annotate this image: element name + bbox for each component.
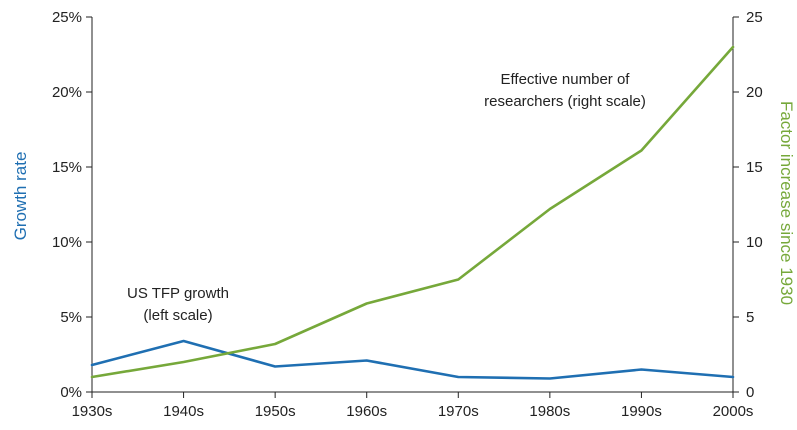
- right-y-tick-label: 0: [746, 384, 754, 401]
- left-y-tick-label: 15%: [52, 159, 82, 176]
- right-y-tick-label: 25: [746, 9, 763, 26]
- right-y-tick-label: 20: [746, 84, 763, 101]
- x-tick-label: 1980s: [529, 403, 570, 420]
- axes: [91, 17, 734, 393]
- x-tick-label: 1990s: [621, 403, 662, 420]
- right-axis-title: Factor increase since 1930: [777, 101, 796, 305]
- left-y-tick-label: 20%: [52, 84, 82, 101]
- right-y-tick-label: 15: [746, 159, 763, 176]
- x-tick-label: 1970s: [438, 403, 479, 420]
- right-y-tick-label: 5: [746, 309, 754, 326]
- x-tick-label: 2000s: [713, 403, 754, 420]
- tick-labels: 0% 5% 10% 15% 20% 25% 0 5 10 15 20 25 1930s 1940s 1950…: [52, 9, 763, 420]
- right-y-tick-label: 10: [746, 234, 763, 251]
- annotation-tfp-line1: US TFP growth: [127, 285, 229, 302]
- left-y-tick-label: 5%: [60, 309, 82, 326]
- annotation-tfp-line2: (left scale): [143, 307, 212, 324]
- left-y-tick-label: 25%: [52, 9, 82, 26]
- left-axis-title: Growth rate: [11, 152, 30, 241]
- x-tick-label: 1940s: [163, 403, 204, 420]
- left-y-tick-label: 0%: [60, 384, 82, 401]
- x-tick-label: 1950s: [255, 403, 296, 420]
- left-y-tick-label: 10%: [52, 234, 82, 251]
- annotation-researchers-line1: Effective number of: [501, 71, 631, 88]
- x-tick-label: 1930s: [72, 403, 113, 420]
- series-lines: [90, 45, 735, 380]
- x-tick-label: 1960s: [346, 403, 387, 420]
- annotation-researchers-line2: researchers (right scale): [484, 93, 646, 110]
- tfp-growth-line: [90, 339, 735, 380]
- researchers-line: [90, 45, 735, 379]
- ticks: [86, 16, 739, 398]
